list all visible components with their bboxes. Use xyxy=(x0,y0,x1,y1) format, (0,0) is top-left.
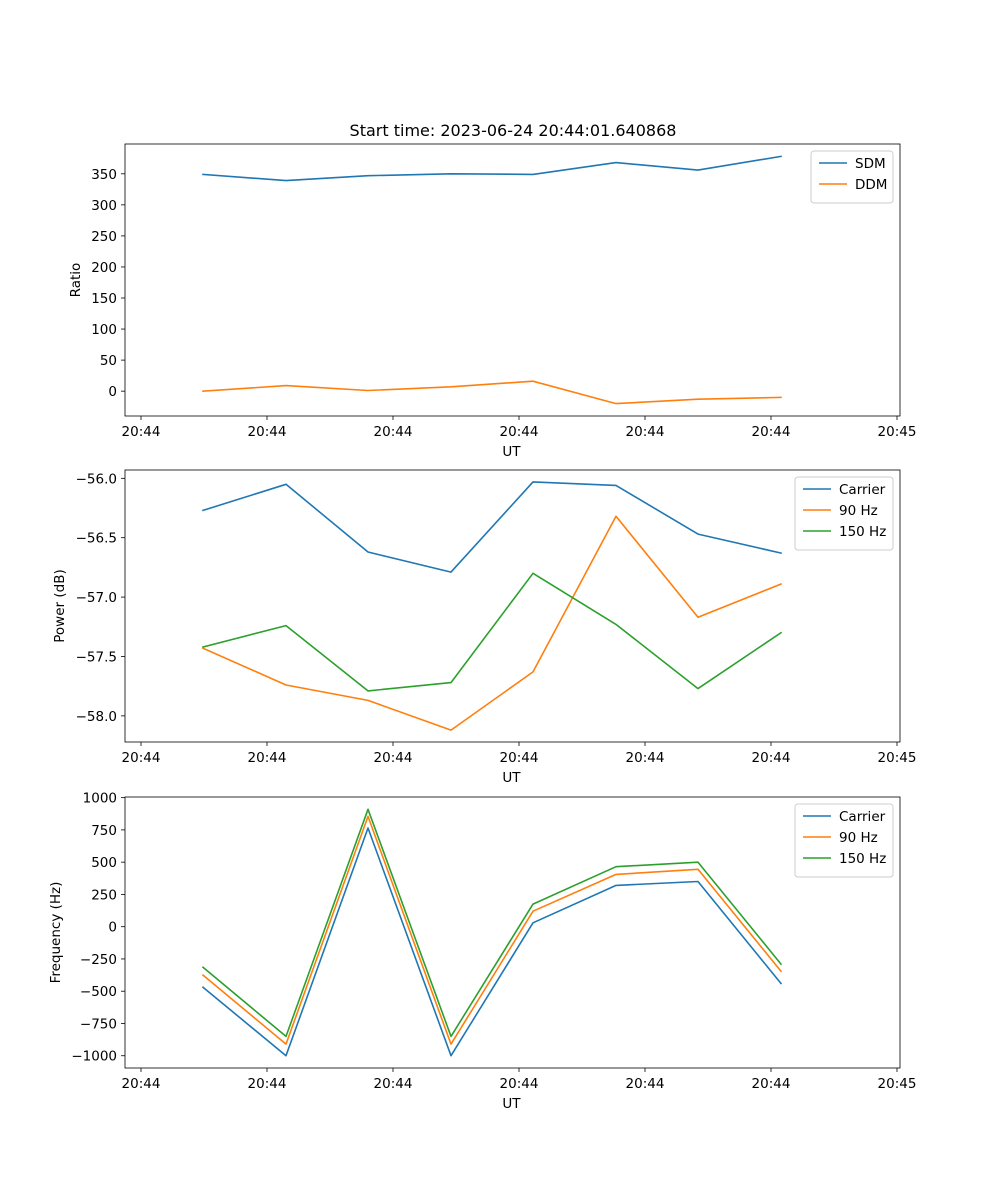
frequency-carrier-line xyxy=(201,827,783,1057)
ratio-y-tick-label: 350 xyxy=(91,167,117,183)
ratio-y-tick-label: 0 xyxy=(108,384,117,400)
power-x-tick-label: 20:44 xyxy=(752,750,791,766)
power-x-tick-label: 20:44 xyxy=(500,750,539,766)
frequency-x-tick-label: 20:44 xyxy=(626,1076,665,1092)
power-90-hz-line xyxy=(201,515,783,731)
ratio-x-tick-label: 20:44 xyxy=(374,424,413,440)
frequency-plot-frame xyxy=(124,796,901,1069)
power-x-tick-label: 20:45 xyxy=(878,750,917,766)
ratio-x-tick-label: 20:45 xyxy=(878,424,917,440)
frequency-x-tick-label: 20:44 xyxy=(248,1076,287,1092)
frequency-y-tick-label: 0 xyxy=(108,920,117,936)
power-y-tick-label: −56.5 xyxy=(76,531,117,547)
power-y-tick-label: −56.0 xyxy=(76,471,117,487)
ratio-legend-label-ddm: DDM xyxy=(855,177,887,193)
power-y-tick-label: −57.5 xyxy=(76,649,117,665)
frequency-x-tick-label: 20:44 xyxy=(500,1076,539,1092)
frequency-legend-label-90-hz: 90 Hz xyxy=(839,830,878,846)
frequency-y-tick-label: 500 xyxy=(91,855,117,871)
frequency-y-tick-label: 1000 xyxy=(83,791,117,807)
power-x-tick-label: 20:44 xyxy=(374,750,413,766)
frequency-x-tick-label: 20:44 xyxy=(122,1076,161,1092)
frequency-y-tick-label: −1000 xyxy=(71,1049,117,1065)
power-x-axis-label: UT xyxy=(502,770,521,786)
ratio-legend xyxy=(810,150,894,204)
ratio-plot-frame xyxy=(124,143,901,417)
ratio-ddm-line xyxy=(202,380,782,405)
power-legend-label-150-hz: 150 Hz xyxy=(839,524,886,540)
power-plot-frame xyxy=(124,469,901,743)
power-panel: −58.0 −57.5 −57.0 −56.5 −56.0 20:44 20:44 20:44… xyxy=(52,469,917,786)
ratio-x-tick-label: 20:44 xyxy=(500,424,539,440)
power-legend-label-90-hz: 90 Hz xyxy=(839,503,878,519)
frequency-x-tick-label: 20:45 xyxy=(878,1076,917,1092)
ratio-x-tick-label: 20:44 xyxy=(626,424,665,440)
figure-title: Start time: 2023-06-24 20:44:01.640868 xyxy=(350,121,677,140)
ratio-y-tick-label: 300 xyxy=(91,198,117,214)
frequency-x-tick-label: 20:44 xyxy=(752,1076,791,1092)
frequency-legend-label-carrier: Carrier xyxy=(839,809,886,825)
frequency-150-hz-line xyxy=(201,808,783,1038)
ratio-y-tick-label: 50 xyxy=(100,353,117,369)
frequency-90-hz-line xyxy=(201,815,783,1045)
power-y-tick-label: −57.0 xyxy=(76,590,117,606)
frequency-y-tick-label: 250 xyxy=(91,887,117,903)
ratio-x-tick-label: 20:44 xyxy=(248,424,287,440)
ratio-x-axis-label: UT xyxy=(502,444,521,460)
power-150-hz-line xyxy=(202,572,783,692)
ratio-y-tick-label: 100 xyxy=(91,322,117,338)
ratio-y-tick-label: 150 xyxy=(91,291,117,307)
power-x-tick-label: 20:44 xyxy=(122,750,161,766)
frequency-legend-label-150-hz: 150 Hz xyxy=(839,851,886,867)
ratio-legend-label-sdm: SDM xyxy=(855,156,886,172)
frequency-x-axis-label: UT xyxy=(502,1096,521,1112)
power-x-tick-label: 20:44 xyxy=(248,750,287,766)
frequency-y-tick-label: −250 xyxy=(80,952,117,968)
frequency-y-tick-label: −500 xyxy=(80,984,117,1000)
power-y-axis-label: Power (dB) xyxy=(52,569,68,642)
ratio-y-tick-label: 200 xyxy=(91,260,117,276)
ratio-panel: 0 50 100 150 200 250 300 350 20:44 20:44 20:44 20:4… xyxy=(68,143,917,460)
frequency-y-tick-label: 750 xyxy=(91,823,117,839)
power-carrier-line xyxy=(201,481,782,573)
frequency-y-tick-label: −750 xyxy=(80,1016,117,1032)
ratio-y-tick-label: 250 xyxy=(91,229,117,245)
ratio-y-axis-label: Ratio xyxy=(68,263,84,298)
ratio-x-tick-label: 20:44 xyxy=(122,424,161,440)
ratio-x-tick-label: 20:44 xyxy=(752,424,791,440)
power-legend-label-carrier: Carrier xyxy=(839,482,886,498)
ratio-sdm-line xyxy=(202,155,782,182)
frequency-y-axis-label: Frequency (Hz) xyxy=(48,882,64,984)
power-x-tick-label: 20:44 xyxy=(626,750,665,766)
power-y-tick-label: −58.0 xyxy=(76,709,117,725)
frequency-x-tick-label: 20:44 xyxy=(374,1076,413,1092)
frequency-panel: −1000 −750 −500 −250 0 250 500 750 1000 20:44 20:4… xyxy=(48,791,916,1112)
